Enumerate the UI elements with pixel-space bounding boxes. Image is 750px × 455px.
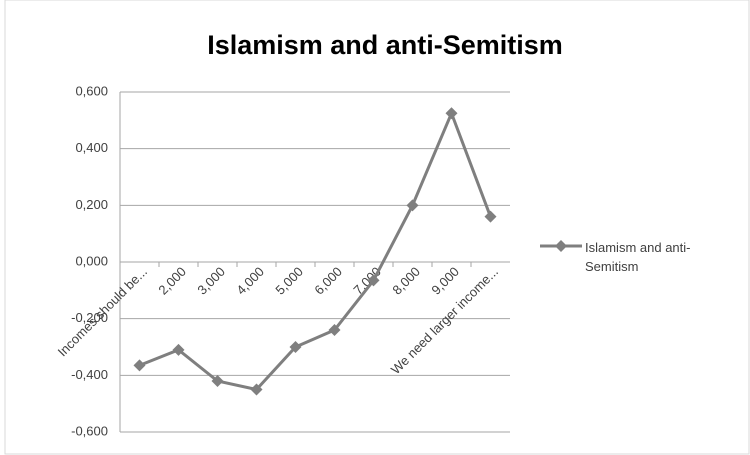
x-tick-label: 5,000 [272,264,306,298]
y-tick-label: 0,600 [75,83,108,98]
y-tick-label: -0,600 [71,423,108,438]
x-tick-label: 6,000 [311,264,345,298]
x-tick-label: 8,000 [389,264,423,298]
data-point [406,199,419,212]
data-point [211,375,224,387]
legend-label: Islamism and anti-Semitism [585,240,691,274]
data-point [250,383,263,396]
x-tick-label: 2,000 [155,264,189,298]
y-tick-label: -0,200 [71,310,108,325]
data-point [484,210,497,223]
data-point [367,274,380,287]
y-tick-label: 0,200 [75,197,108,212]
y-tick-label: 0,400 [75,140,108,155]
x-tick-label: 4,000 [233,264,267,298]
chart-border [4,0,750,455]
data-point [328,324,341,336]
chart-title: Islamism and anti-Semitism [207,30,563,60]
data-point [445,107,458,120]
y-tick-label: -0,400 [71,367,108,382]
y-tick-label: 0,000 [75,253,108,268]
x-tick-label: 9,000 [428,264,462,298]
series-line [138,109,492,392]
data-point [172,343,185,356]
data-point [289,341,302,353]
x-tick-label: Incomes should be... [55,264,150,359]
x-tick-label: 3,000 [194,264,228,298]
data-point [133,359,146,372]
legend-marker [555,240,567,252]
